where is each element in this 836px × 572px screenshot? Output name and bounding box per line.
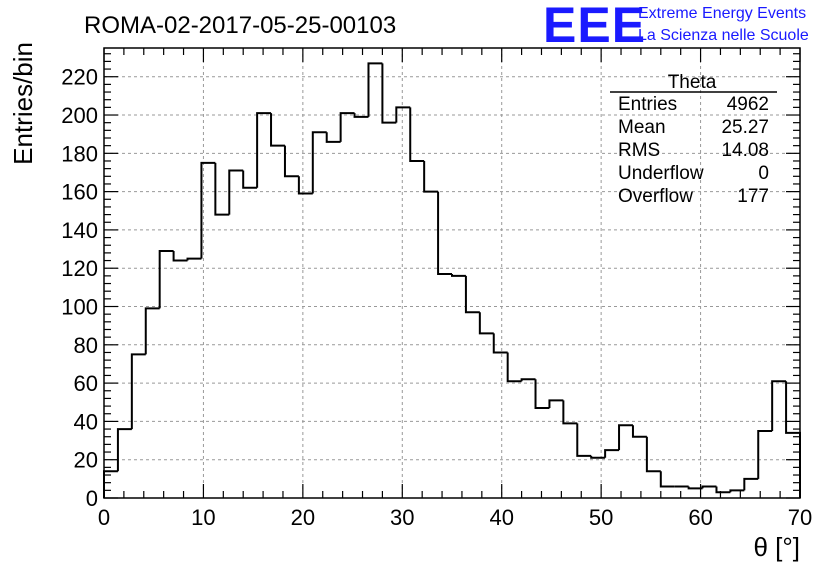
histogram-bin: [341, 113, 355, 142]
histogram-bin: [716, 487, 730, 493]
stats-row-label: Underflow: [618, 163, 704, 184]
histogram-bin: [243, 171, 257, 188]
histogram-bin: [591, 456, 605, 458]
histogram-bin: [424, 161, 438, 192]
histogram-bin: [174, 251, 188, 261]
histogram-bin: [744, 479, 758, 490]
y-tick-label: 220: [61, 65, 98, 90]
x-tick-label: 20: [291, 505, 315, 530]
stats-row-label: RMS: [618, 140, 660, 161]
y-tick-label: 0: [86, 486, 98, 511]
histogram-bin: [118, 429, 132, 471]
histogram-bin: [772, 381, 786, 431]
stats-row-value: 177: [737, 186, 769, 207]
y-tick-label: 60: [74, 371, 98, 396]
histogram-bars: [104, 63, 800, 498]
histogram-bin: [285, 146, 299, 177]
histogram-bin: [452, 274, 466, 276]
chart-title: ROMA-02-2017-05-25-00103: [84, 12, 396, 39]
y-tick-label: 40: [74, 409, 98, 434]
stats-row-label: Entries: [618, 94, 677, 115]
y-tick-label: 20: [74, 448, 98, 473]
x-tick-label: 50: [589, 505, 613, 530]
x-tick-label: 40: [489, 505, 513, 530]
histogram-bin: [633, 425, 647, 436]
x-tick-label: 10: [191, 505, 215, 530]
x-tick-label: 30: [390, 505, 414, 530]
histogram-bin: [215, 163, 229, 215]
histogram-bin: [327, 132, 341, 142]
histogram-bin: [160, 251, 174, 308]
y-tick-label: 140: [61, 218, 98, 243]
x-tick-label: 0: [98, 505, 110, 530]
histogram-bin: [368, 63, 382, 117]
histogram-bin: [494, 333, 508, 352]
stats-row-label: Mean: [618, 117, 666, 138]
y-tick-label: 200: [61, 103, 98, 128]
brand-line-2: La Scienza nelle Scuole: [638, 27, 809, 44]
stats-title: Theta: [668, 72, 717, 93]
histogram-bin: [730, 490, 744, 492]
histogram-bin: [188, 259, 202, 261]
brand-line-1: Extreme Energy Events: [638, 5, 806, 22]
histogram-bin: [271, 113, 285, 146]
y-tick-label: 120: [61, 256, 98, 281]
y-tick-label: 80: [74, 333, 98, 358]
histogram-bin: [382, 63, 396, 122]
stats-row-value: 25.27: [721, 117, 769, 138]
x-tick-label: 60: [688, 505, 712, 530]
stats-row-value: 14.08: [721, 140, 769, 161]
histogram-bin: [132, 354, 146, 429]
histogram-bin: [438, 192, 452, 274]
histogram-bin: [703, 487, 717, 489]
histogram-bin: [549, 400, 563, 408]
histogram-bin: [257, 113, 271, 188]
histogram-bin: [522, 379, 536, 381]
y-tick-label: 100: [61, 295, 98, 320]
stats-row-label: Overflow: [618, 186, 693, 207]
brand-block: EEE Extreme Energy Events La Scienza nel…: [543, 0, 809, 53]
histogram-bin: [661, 471, 675, 486]
histogram-bin: [647, 437, 661, 471]
histogram-bin: [146, 308, 160, 354]
stats-row-value: 0: [758, 163, 769, 184]
histogram-bin: [480, 312, 494, 333]
histogram-bin: [577, 423, 591, 456]
x-tick-label: 70: [788, 505, 812, 530]
histogram-bin: [508, 352, 522, 381]
x-axis-label: θ [°]: [753, 532, 800, 562]
histogram-bin: [605, 450, 619, 458]
y-axis-label: Entries/bin: [8, 42, 38, 165]
histogram-bin: [758, 431, 772, 479]
histogram-bin: [299, 176, 313, 193]
histogram-bin: [563, 400, 577, 423]
axis-ticks: 0 10 20 30 40 50 60 70 0 20 40 60 80 100 120 140 160 180 2…: [61, 48, 812, 530]
stats-rows: Entries 4962 Mean 25.27 RMS 14.08 Underflow 0 Ov…: [618, 94, 769, 207]
stats-box: Theta Entries 4962 Mean 25.27 RMS 14.08 Underf…: [610, 72, 777, 207]
histogram-bin: [619, 425, 633, 450]
stats-row-value: 4962: [727, 94, 769, 115]
y-tick-label: 180: [61, 141, 98, 166]
eee-logo: EEE: [543, 0, 646, 53]
histogram-bin: [313, 132, 327, 193]
y-tick-label: 160: [61, 180, 98, 205]
histogram-bin: [229, 171, 243, 215]
